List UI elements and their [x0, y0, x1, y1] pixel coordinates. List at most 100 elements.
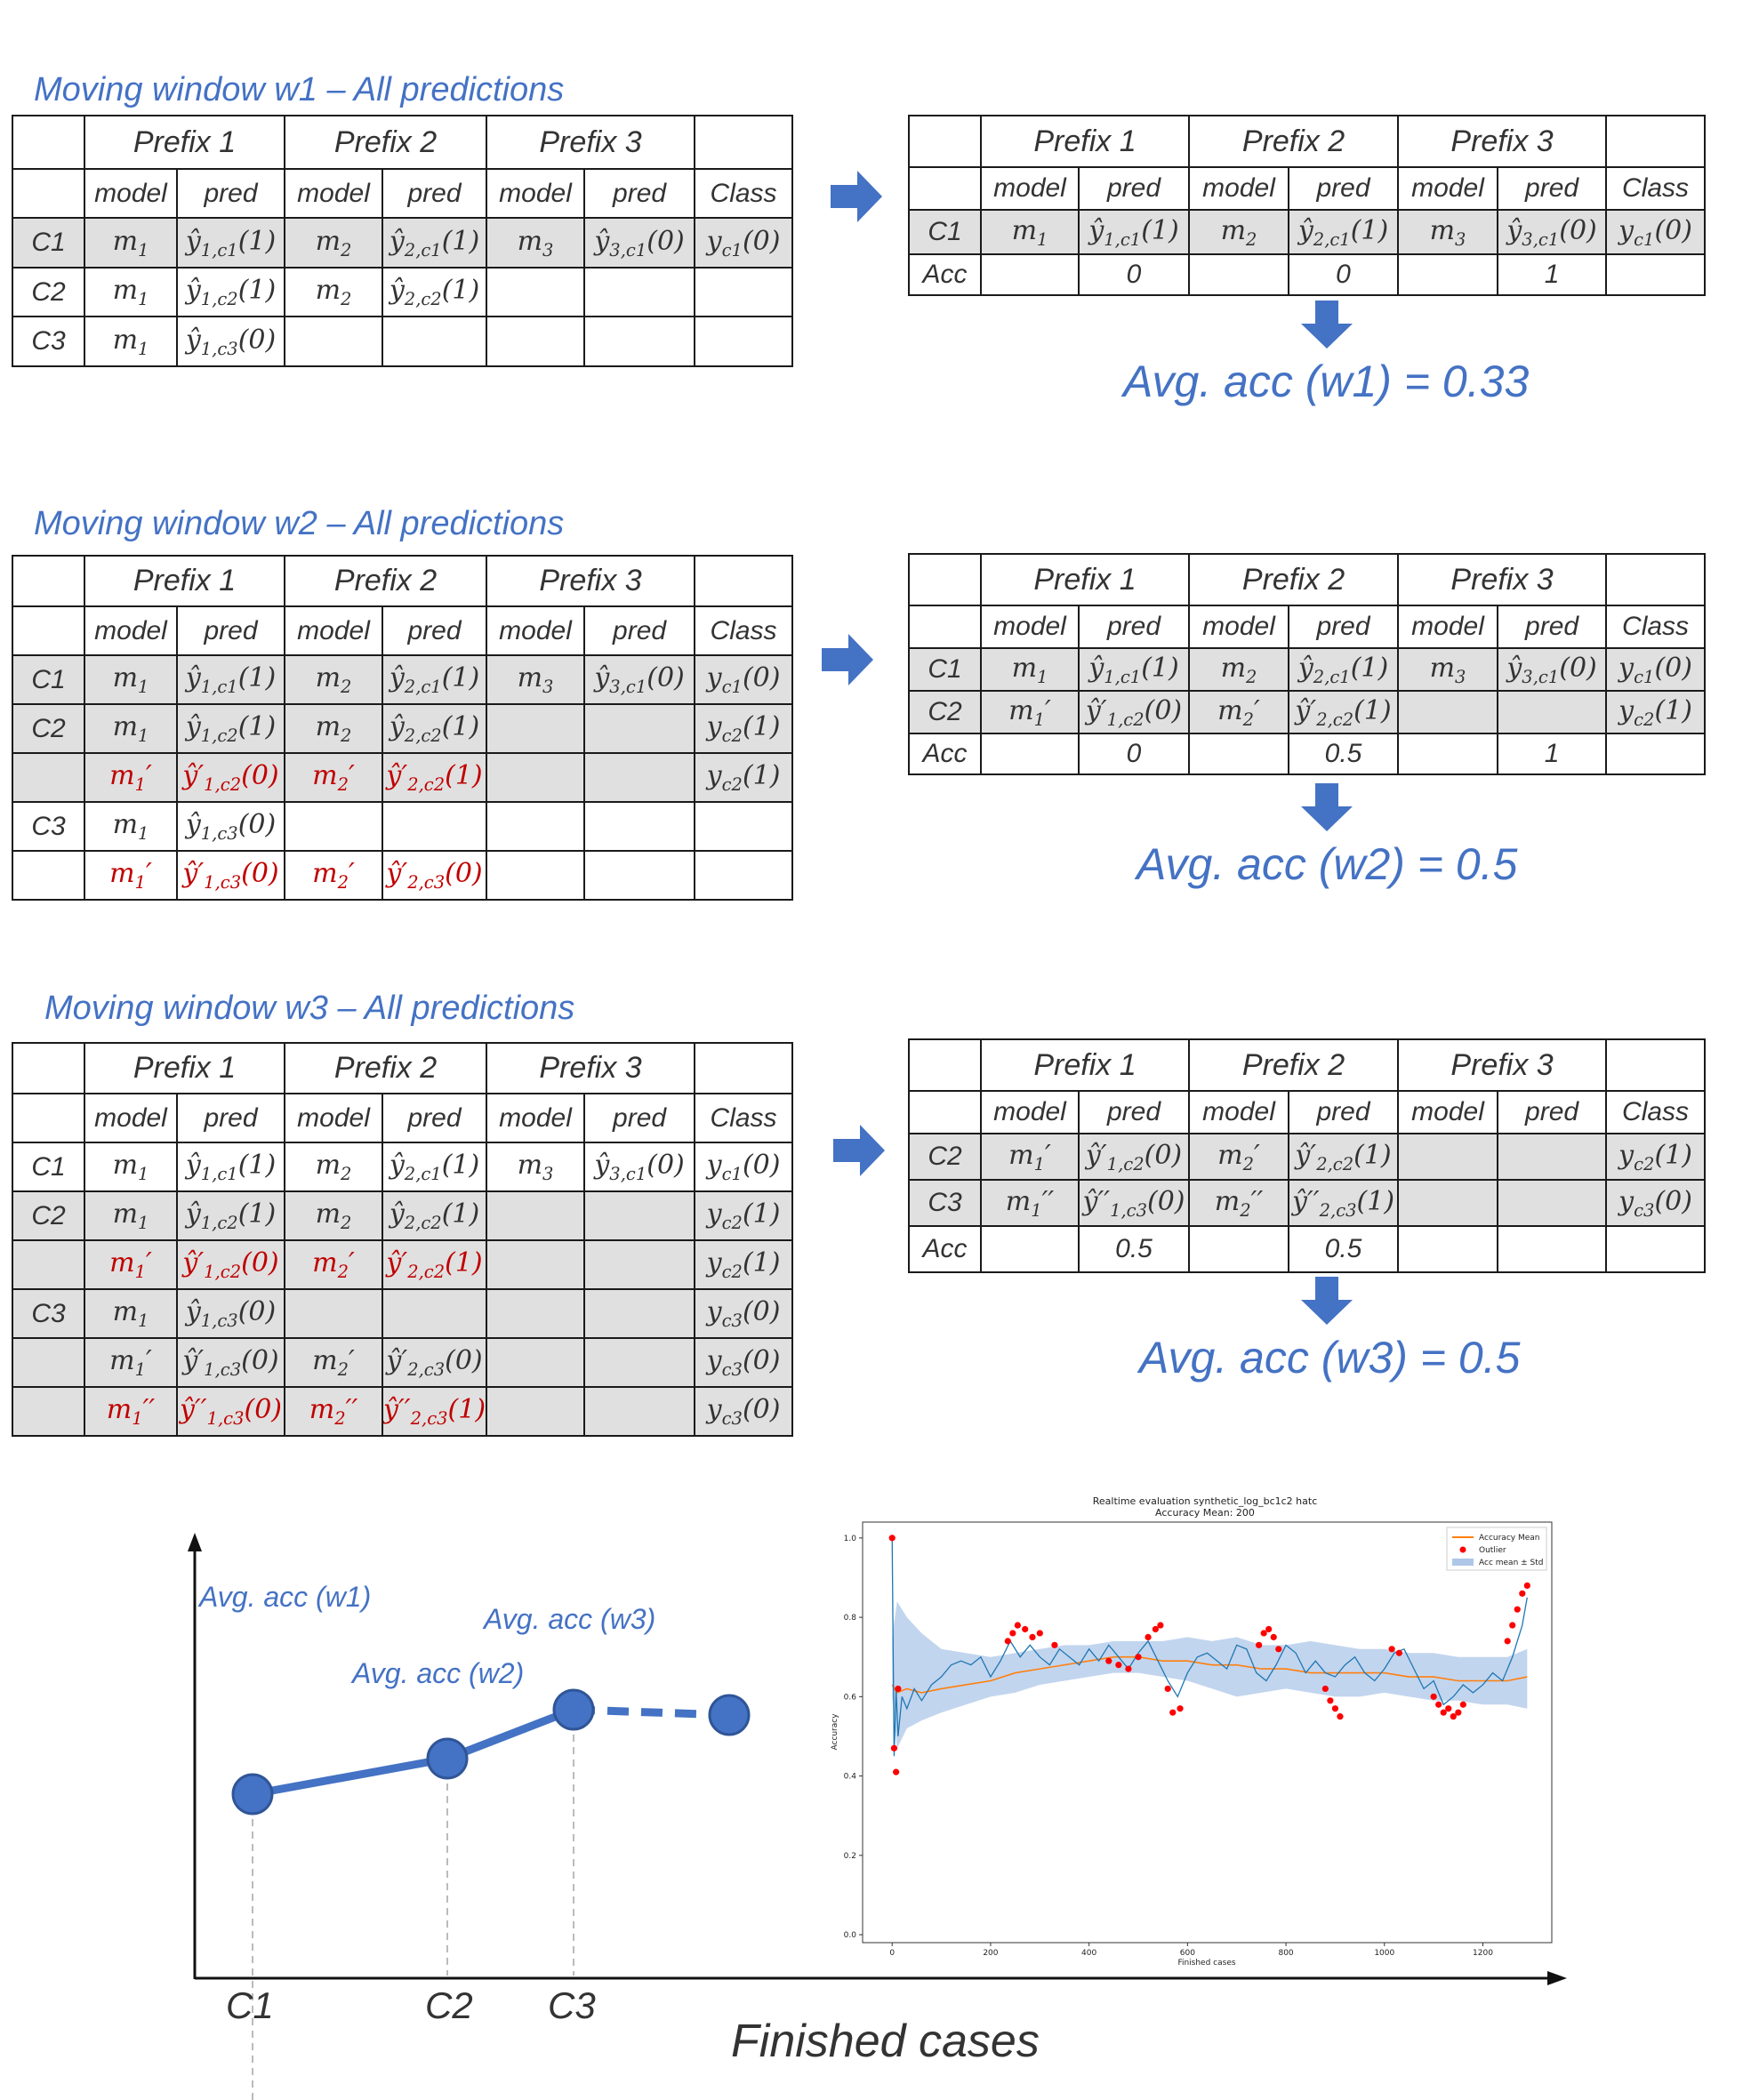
avg-acc-point-next — [708, 1694, 751, 1736]
case-label: C2 — [12, 1190, 85, 1241]
avg-acc-point-w1 — [231, 1773, 274, 1815]
outlier-point — [1004, 1638, 1011, 1645]
pred-cell: ŷ′1,c2(0) — [1077, 1133, 1191, 1181]
outlier-point — [1514, 1606, 1521, 1613]
inset-xlabel: Finished cases — [1177, 1959, 1235, 1968]
std-band — [892, 1601, 1528, 1749]
model-header: model — [1397, 166, 1499, 211]
trend-line — [252, 1754, 448, 1799]
acc-label: Acc — [908, 733, 982, 775]
x-tick-c2: C2 — [425, 1984, 473, 2026]
table-row: m1′ ŷ′1,c2(0) m2′ ŷ′2,c2(1) yc2(1) — [12, 752, 794, 803]
sketch-chart — [188, 1533, 1567, 2100]
case-label: C2 — [12, 267, 85, 317]
w1-predictions-table: Prefix 1 Prefix 2 Prefix 3 model pred model p… — [12, 115, 794, 367]
outlier-point — [1157, 1622, 1164, 1629]
acc-value: 1 — [1497, 733, 1608, 775]
legend-band-label: Acc mean ± Std — [1479, 1559, 1544, 1567]
model-cell: m3 — [486, 1142, 586, 1192]
outlier-point — [1169, 1709, 1177, 1716]
outlier-point — [1036, 1630, 1043, 1637]
prefix-1-header: Prefix 1 — [979, 1038, 1191, 1092]
outlier-point — [893, 1768, 900, 1775]
model-cell: m2 — [284, 1142, 384, 1192]
model-header: model — [1188, 1090, 1290, 1134]
table-row: C2 m1′ ŷ′1,c2(0) m2′ ŷ′2,c2(1) yc2(1) — [908, 690, 1707, 734]
inset-subtitle: Accuracy Mean: 200 — [1155, 1507, 1255, 1519]
pred-cell: ŷ1,c1(1) — [175, 654, 286, 705]
sketch-label-w2: Avg. acc (w2) — [352, 1657, 525, 1689]
pred-cell: ŷ1,c1(1) — [175, 217, 286, 269]
pred-cell: ŷ′1,c2(0) — [175, 1239, 286, 1290]
pred-cell: ŷ1,c1(1) — [1077, 647, 1191, 692]
pred-header: pred — [1288, 605, 1400, 649]
acc-value: 0.5 — [1288, 733, 1400, 775]
y-axis-arrowhead — [188, 1533, 202, 1551]
outlier-point — [1430, 1693, 1437, 1700]
model-header: model — [84, 1093, 178, 1143]
prefix-3-header: Prefix 3 — [1397, 553, 1608, 606]
outlier-point — [1125, 1665, 1132, 1672]
acc-label: Acc — [908, 253, 982, 296]
model-cell: m2′ — [284, 752, 384, 803]
case-label: C1 — [12, 217, 85, 269]
mean-line — [891, 1655, 1528, 1694]
pred-cell: ŷ′2,c2(1) — [382, 1239, 488, 1290]
model-cell: m1 — [84, 217, 178, 269]
inset-ylabel: Accuracy — [831, 1713, 839, 1751]
prefix-1-header: Prefix 1 — [979, 553, 1191, 606]
class-cell: yc1(0) — [694, 217, 794, 269]
outlier-point — [888, 1535, 896, 1542]
model-cell: m1′ — [84, 1337, 178, 1388]
w2-accuracy-table: Prefix 1 Prefix 2 Prefix 3 model pred model p… — [908, 553, 1707, 775]
table-row: C2 m1 ŷ1,c2(1) m2 ŷ2,c2(1) yc2(1) — [12, 1190, 794, 1241]
outlier-point — [1523, 1582, 1530, 1589]
x-tick-label: 0 — [889, 1949, 895, 1958]
table-row: C1 m1 ŷ1,c1(1) m2 ŷ2,c1(1) m3 ŷ3,c1(0) yc1(0) — [908, 209, 1707, 255]
right-arrow-icon — [822, 634, 873, 685]
outlier-point — [1337, 1713, 1344, 1720]
model-cell: m2′ — [1188, 690, 1290, 734]
outlier-point — [1105, 1657, 1112, 1664]
trend-line — [446, 1705, 575, 1763]
pred-cell: ŷ1,c2(1) — [175, 1190, 286, 1241]
outlier-point — [1435, 1701, 1442, 1708]
prefix-3-header: Prefix 3 — [1397, 1038, 1608, 1092]
acc-label: Acc — [908, 1225, 982, 1273]
model-cell: m2 — [284, 217, 384, 269]
model-header: model — [980, 1090, 1080, 1134]
table-row: C3 m1′′ ŷ′′1,c3(0) m2′′ ŷ′′2,c3(1) yc3(0) — [908, 1179, 1707, 1227]
model-cell: m3 — [1397, 209, 1499, 255]
model-cell: m1′ — [84, 1239, 178, 1290]
model-header: model — [284, 168, 384, 219]
model-header: model — [284, 1093, 384, 1143]
pred-cell: ŷ′′1,c3(0) — [175, 1386, 286, 1437]
pred-cell: ŷ2,c1(1) — [1288, 647, 1400, 692]
model-cell: m1′ — [980, 690, 1080, 734]
y-tick-label: 0.6 — [844, 1693, 857, 1702]
outlier-point — [1265, 1625, 1273, 1633]
model-header: model — [1188, 166, 1290, 211]
x-tick-c1: C1 — [226, 1984, 274, 2026]
case-label: C3 — [12, 1288, 85, 1339]
table-row: C2 m1 ŷ1,c2(1) m2 ŷ2,c2(1) — [12, 267, 794, 317]
pred-cell: ŷ3,c1(0) — [583, 654, 696, 705]
model-header: model — [486, 605, 586, 656]
model-cell: m1 — [84, 267, 178, 317]
model-cell: m2 — [284, 703, 384, 754]
model-cell: m2′ — [284, 1239, 384, 1290]
model-cell: m2 — [284, 267, 384, 317]
pred-header: pred — [1288, 166, 1400, 211]
model-cell: m1′ — [980, 1133, 1080, 1181]
class-cell: yc1(0) — [694, 654, 794, 705]
w1-accuracy-table: Prefix 1 Prefix 2 Prefix 3 model pred model p… — [908, 115, 1707, 296]
legend-outlier-swatch — [1459, 1546, 1466, 1553]
down-arrow-icon — [1301, 783, 1353, 831]
prefix-3-header: Prefix 3 — [486, 115, 696, 170]
acc-value: 0.5 — [1077, 1225, 1191, 1273]
outlier-point — [895, 1685, 902, 1693]
outlier-point — [1270, 1633, 1277, 1641]
table-row: m1′ ŷ′1,c3(0) m2′ ŷ′2,c3(0) yc3(0) — [12, 1337, 794, 1388]
model-cell: m1 — [84, 654, 178, 705]
table-row: C3 m1 ŷ1,c3(0) — [12, 801, 794, 852]
